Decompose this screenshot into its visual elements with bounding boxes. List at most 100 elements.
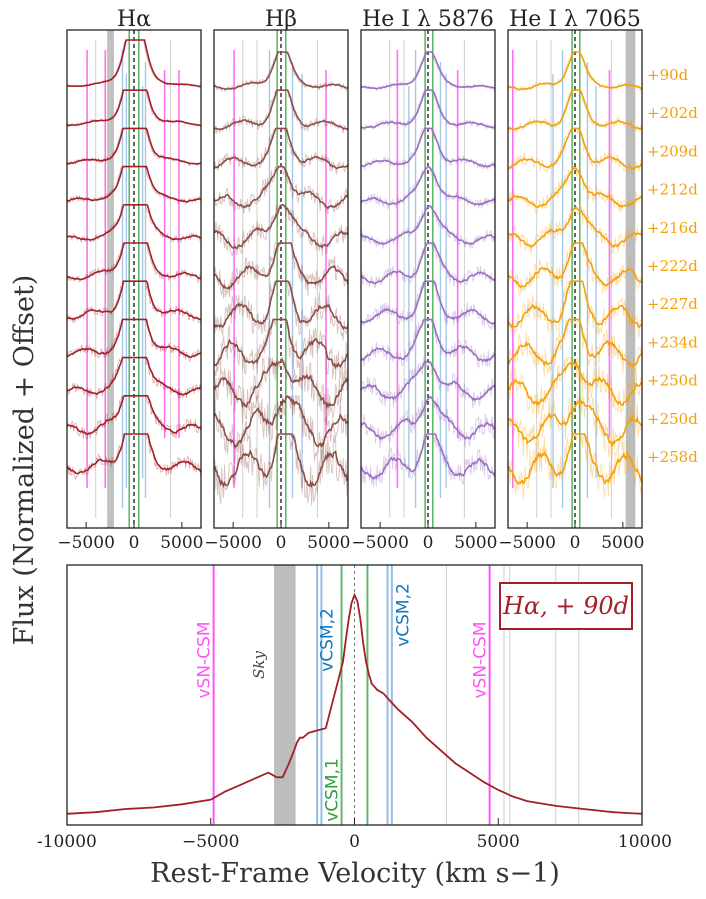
- spectrum-+90d: [507, 51, 643, 91]
- x-tick-label: 0: [276, 533, 287, 553]
- x-tick-label: 5000: [160, 533, 203, 553]
- epoch-label: +250d: [647, 372, 698, 390]
- spectrum-+258d: [213, 433, 349, 489]
- legend-label: Hα, + 90d: [502, 592, 629, 620]
- spectrum-+202d: [360, 89, 496, 129]
- spectrum-+90d: [66, 39, 202, 88]
- spectrum-+222d: [360, 242, 496, 285]
- spectrum-+258d: [66, 433, 202, 475]
- sky-band: [274, 565, 296, 825]
- spectrum-+90d: [360, 51, 496, 90]
- panel-hbeta-ticks: −5000 0 5000: [204, 522, 350, 553]
- spectrum-+227d: [66, 280, 202, 321]
- epoch-labels: +90d +202d +209d +212d +216d +222d +227d +234d +…: [647, 66, 698, 466]
- panel-he7065-spectra: [507, 51, 643, 500]
- spectrum-+250d: [213, 358, 349, 410]
- x-tick-label: 5000: [454, 533, 497, 553]
- panel-title-halpha: Hα: [117, 7, 151, 32]
- bottom-panel-bands: Sky: [212, 565, 580, 825]
- spectrum-+212d: [361, 165, 496, 206]
- spectrum-raw-+250d: [507, 357, 643, 418]
- spectrum-raw-+250d: [213, 357, 349, 425]
- epoch-label: +222d: [647, 257, 698, 275]
- x-tick-label: 0: [129, 533, 140, 553]
- halpha-90d-spectrum: [66, 592, 643, 815]
- epoch-label: +250d: [647, 410, 698, 428]
- spectrum-+209d: [213, 127, 349, 170]
- epoch-label: +90d: [647, 66, 689, 84]
- x-tick-label: 5000: [477, 832, 520, 852]
- sky-label: Sky: [250, 651, 268, 679]
- x-tick-label: 0: [423, 533, 434, 553]
- annotation-vSN-CSM: vSN-CSM: [195, 621, 215, 698]
- epoch-label: +258d: [647, 448, 698, 466]
- spectrum-+227d: [213, 280, 349, 331]
- panel-he7065: He I λ 7065 −5000 0 5000: [498, 7, 644, 553]
- x-tick-label: 0: [570, 533, 581, 553]
- spectrum-+250d: [67, 356, 201, 396]
- spectrum-+250d: [66, 395, 202, 436]
- spectrum-+202d: [66, 89, 202, 127]
- x-axis-label: Rest-Frame Velocity (km s−1): [150, 858, 560, 889]
- x-tick-label: 5000: [307, 533, 350, 553]
- panel-he5876-spectra: [360, 51, 496, 488]
- spectrum-+216d: [66, 204, 202, 241]
- spectrum-+258d: [361, 433, 496, 481]
- epoch-label: +212d: [647, 181, 698, 199]
- annotation-vCSM,2: vCSM,2: [393, 583, 413, 647]
- spectrum-+222d: [213, 242, 349, 290]
- spectrum-+212d: [213, 165, 349, 210]
- spectrum-+216d: [214, 204, 349, 250]
- spectrum-raw-+250d: [360, 395, 496, 449]
- spectrum-raw-+250d: [360, 357, 496, 409]
- spectrum-+202d: [213, 89, 348, 131]
- panel-title-hbeta: Hβ: [265, 7, 297, 32]
- spectrum-+202d: [507, 89, 643, 131]
- panel-he7065-bands: [511, 30, 636, 528]
- x-tick-label: -10000: [37, 832, 97, 852]
- spectrum-+222d: [66, 242, 202, 281]
- spectrum-+234d: [66, 318, 202, 359]
- spectrum-+234d: [360, 318, 496, 363]
- x-tick-label: 5000: [601, 533, 644, 553]
- epoch-label: +209d: [647, 142, 698, 160]
- x-tick-label: −5000: [351, 533, 409, 553]
- spectrum-+250d: [360, 359, 496, 402]
- annotation-vCSM,2: vCSM,2: [318, 608, 338, 672]
- spectrum-+216d: [507, 206, 643, 249]
- epoch-label: +216d: [647, 219, 698, 237]
- panel-halpha-90d: Sky vSN-CSM vCSM,2 vCSM,2 vCSM,1 vSN-CSM -10…: [37, 564, 672, 852]
- x-tick-label: −5000: [204, 533, 262, 553]
- spectrum-raw-+90d: [360, 51, 496, 92]
- annotation-vCSM,1: vCSM,1: [323, 758, 343, 822]
- bottom-panel-ticks: -10000 −5000 0 5000 10000: [37, 818, 672, 852]
- legend-frame: [499, 582, 633, 630]
- spectrum-+250d: [213, 395, 349, 450]
- spectrum-+250d: [507, 398, 643, 448]
- x-tick-label: −5000: [57, 533, 115, 553]
- sky-band: [625, 30, 636, 528]
- panel-hbeta: Hβ −5000 0 5000: [204, 7, 350, 553]
- bottom-panel-annotations: vSN-CSM vCSM,2 vCSM,2 vCSM,1 vSN-CSM: [195, 583, 491, 822]
- epoch-label: +227d: [647, 295, 698, 313]
- spectrum-+222d: [507, 242, 643, 289]
- spectrum-+209d: [66, 127, 202, 165]
- epoch-label: +234d: [647, 333, 698, 351]
- panel-hbeta-spectra: [213, 51, 349, 506]
- x-tick-label: 0: [349, 832, 360, 852]
- panel-halpha-bands: [86, 30, 180, 528]
- spectrum-+212d: [66, 165, 202, 203]
- spectrum-+212d: [508, 167, 643, 209]
- spectrum-raw-+250d: [213, 395, 349, 465]
- spectrum-+258d: [507, 433, 643, 486]
- panel-he5876-ticks: −5000 0 5000: [351, 522, 497, 553]
- panel-he5876: He I λ 5876 −5000 0 5000: [351, 7, 497, 553]
- legend-box: Hα, + 90d: [499, 582, 633, 630]
- spectrum-+250d: [507, 361, 642, 407]
- spectrum-+209d: [507, 127, 643, 170]
- spectrum-+227d: [360, 280, 496, 325]
- y-axis-label: Flux (Normalized + Offset): [9, 275, 40, 646]
- x-tick-label: 10000: [618, 832, 672, 852]
- spectrum-raw-+258d: [507, 433, 643, 500]
